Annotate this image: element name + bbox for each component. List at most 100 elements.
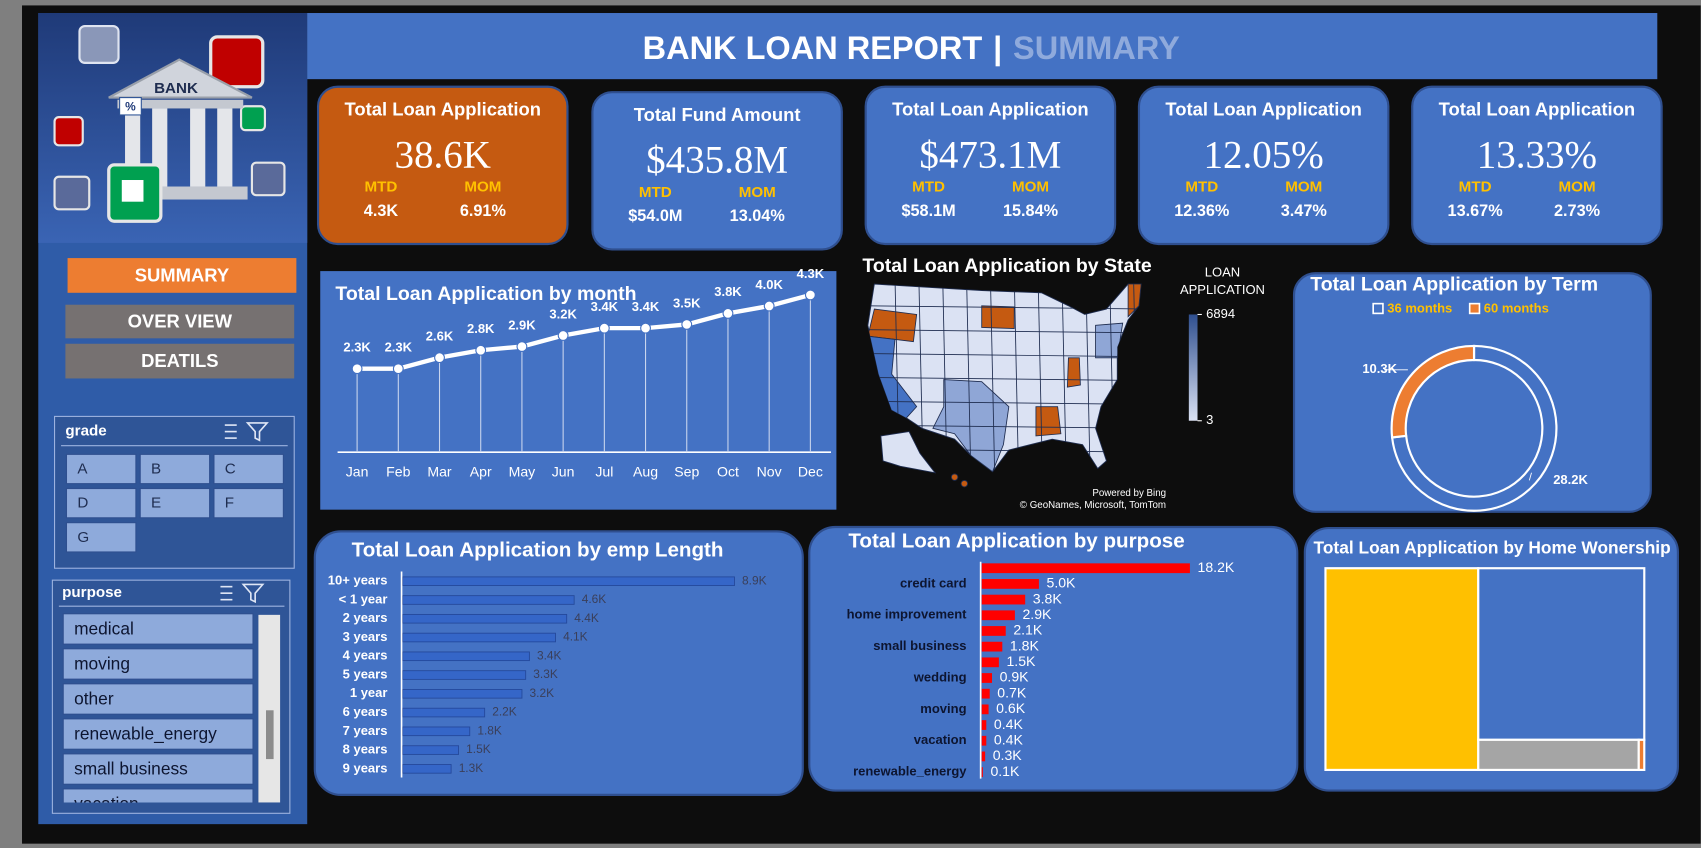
y-tick-label: < 1 year [339, 591, 388, 606]
kpi-title: Total Fund Amount [634, 104, 801, 125]
line-point [722, 307, 734, 319]
slicer-icons[interactable] [224, 422, 269, 442]
data-label: 5.0K [1047, 575, 1077, 591]
x-tick-label: Aug [633, 464, 658, 480]
slicer-item[interactable] [65, 522, 137, 553]
kpi-mtd: $54.0M [628, 207, 682, 225]
data-label: 1.8K [1010, 637, 1040, 653]
data-label: 0.4K [994, 716, 1024, 732]
line-point [516, 341, 528, 352]
data-label: 2.6K [426, 328, 454, 343]
bar [981, 751, 986, 762]
slicer-item[interactable] [213, 487, 284, 519]
kpi-mom-label: MOM [1559, 179, 1596, 196]
y-tick-label: 7 years [343, 723, 388, 738]
data-label: 1.5K [466, 742, 491, 756]
kpi-value: $473.1M [919, 133, 1061, 176]
legend-swatch [1468, 302, 1481, 315]
slicer-title: grade [65, 423, 106, 440]
slicer-item[interactable] [62, 683, 254, 715]
x-tick-label: Feb [386, 464, 410, 480]
scroll-thumb[interactable] [266, 710, 274, 760]
line-series [357, 292, 811, 371]
scrollbar[interactable] [258, 614, 281, 803]
y-tick-label: 8 years [343, 742, 388, 757]
state-border [867, 376, 1142, 382]
data-label: 3.8K [1033, 590, 1063, 606]
kpi-mom: 2.73% [1554, 202, 1601, 220]
bar [981, 641, 1003, 652]
kpi-mom-label: MOM [1285, 179, 1322, 196]
colorbar-label: 6894 [1206, 306, 1235, 321]
y-tick-label: 3 years [343, 629, 388, 644]
treemap-tile [1477, 567, 1646, 741]
header-bar [307, 13, 1658, 80]
data-label: 3.8K [714, 284, 742, 299]
state-border [867, 353, 1142, 358]
y-tick-label: 6 years [343, 704, 388, 719]
y-tick-label: 10+ years [328, 573, 388, 588]
data-label: 3.3K [533, 667, 558, 681]
kpi-mtd: 4.3K [364, 202, 399, 220]
slicer-item[interactable] [62, 753, 254, 785]
slicer-item[interactable] [62, 613, 254, 645]
bar [981, 657, 999, 668]
legend-title: APPLICATION [1180, 282, 1265, 297]
kpi-mom-label: MOM [464, 179, 501, 196]
bar [981, 626, 1006, 636]
chart-title: Total Loan Application by month [335, 283, 636, 305]
nav-label: OVER VIEW [128, 310, 233, 331]
filter-icon[interactable] [241, 583, 265, 604]
map-states [867, 284, 1142, 472]
slicer-item-label: renewable_energy [74, 724, 217, 744]
data-label: 2.3K [385, 340, 413, 355]
slicer-item-label: medical [74, 619, 134, 639]
slicer-item[interactable] [65, 453, 137, 485]
legend-swatch [1372, 302, 1384, 315]
bar [981, 704, 989, 715]
bar [402, 764, 452, 774]
kpi-card [591, 91, 843, 251]
slicer-item[interactable] [213, 453, 284, 485]
data-label: 3.2K [549, 306, 577, 321]
nav-button[interactable] [67, 258, 297, 293]
slicer-item-label: small business [74, 759, 188, 779]
legend-label: 60 months [1484, 300, 1549, 315]
slicer-item[interactable] [62, 788, 254, 819]
y-tick-label: home improvement [847, 607, 968, 622]
state [1066, 357, 1081, 388]
report-title: BANK LOAN REPORT [643, 29, 983, 65]
slicer-item[interactable] [62, 718, 254, 750]
bar [402, 613, 568, 624]
kpi-card [1137, 85, 1390, 246]
data-label: 4.0K [755, 277, 783, 292]
state [867, 308, 918, 343]
bar [402, 745, 460, 755]
data-label: 0.7K [997, 684, 1027, 700]
slicer-item[interactable] [139, 453, 211, 485]
nav-button[interactable] [65, 304, 295, 339]
line-point [392, 363, 404, 375]
slicer-item[interactable] [139, 487, 211, 519]
nav-button[interactable] [65, 343, 295, 379]
data-label: 1.5K [1006, 653, 1036, 669]
filter-icon[interactable] [245, 422, 269, 442]
legend-label: 36 months [1387, 300, 1452, 315]
x-tick-label: Nov [757, 464, 782, 480]
kpi-value: 38.6K [395, 133, 491, 176]
bar [402, 632, 556, 643]
data-label: 3.5K [673, 295, 701, 310]
slicer-item[interactable] [62, 648, 254, 680]
data-label: 4.4K [574, 611, 599, 625]
treemap-tile [1477, 738, 1640, 772]
x-tick-label: Sep [674, 464, 699, 480]
slicer-icons[interactable] [220, 583, 265, 604]
map-credit: Powered by Bing [1092, 488, 1166, 499]
slicer-item[interactable] [65, 487, 137, 519]
state-border [1013, 284, 1020, 472]
data-label: 1.3K [459, 761, 484, 775]
data-label: 2.9K [1022, 606, 1052, 622]
slicer-item-label: F [225, 495, 234, 512]
bar [402, 707, 486, 718]
kpi-mom: 6.91% [460, 202, 507, 220]
